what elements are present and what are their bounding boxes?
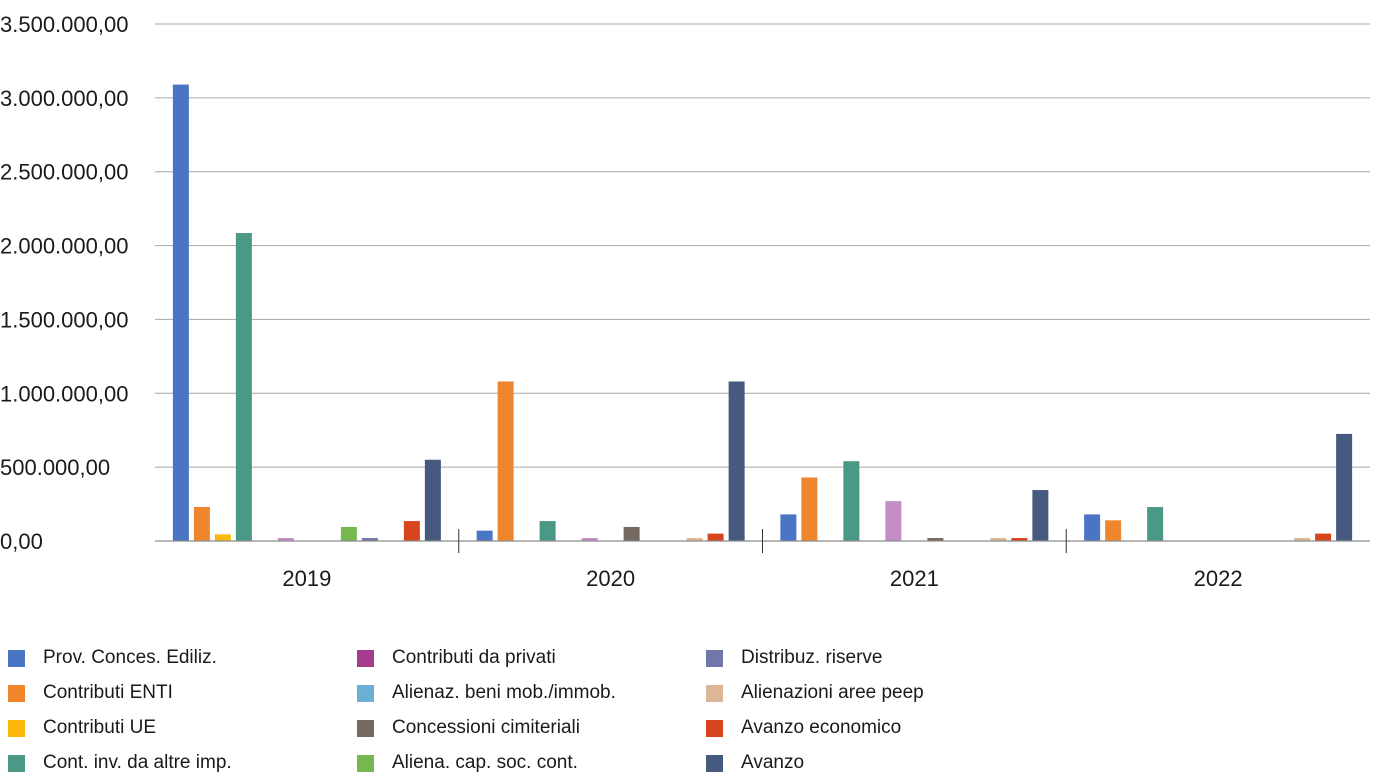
legend-item: Avanzo [706,749,804,777]
legend-swatch [8,719,25,737]
legend-swatch [357,754,374,772]
bar [1032,490,1049,541]
legend-label: Alienaz. beni mob./immob. [392,682,616,703]
bar [1084,514,1101,541]
bar [1011,538,1028,541]
bar [1105,520,1122,541]
legend-label: Contributi da privati [392,647,556,668]
bar [497,381,514,541]
legend-item: Prov. Conces. Ediliz. [8,644,217,672]
bar [990,538,1007,541]
bar [927,538,944,541]
legend-item: Contributi UE [8,714,156,742]
gridlines [155,23,1370,468]
x-axis: 2019 2020 2021 2022 [155,529,1370,591]
legend-swatch [706,649,723,667]
x-tick-label: 2021 [890,566,939,591]
bar [1336,433,1353,541]
bar [1315,533,1332,541]
legend-label: Aliena. cap. soc. cont. [392,752,578,773]
bar [686,538,703,541]
bar [1294,538,1311,541]
legend-item: Concessioni cimiteriali [357,714,580,742]
x-tick-label: 2022 [1194,566,1243,591]
legend-item: Contributi da privati [357,644,556,672]
y-tick-label: 3.000.000,00 [0,86,128,111]
y-axis-tick-labels: 0,00 500.000,00 1.000.000,00 1.500.000,00 2.… [0,12,128,554]
x-tick-label: 2019 [282,566,331,591]
y-tick-label: 3.500.000,00 [0,12,128,37]
legend-label: Avanzo economico [741,717,902,738]
legend-label: Alienazioni aree peep [741,682,924,703]
bar [539,521,556,541]
bar [843,461,860,541]
bar-chart: 0,00 500.000,00 1.000.000,00 1.500.000,00 2.… [0,12,1370,591]
legend-item: Aliena. cap. soc. cont. [357,749,578,777]
x-tick-label: 2020 [586,566,635,591]
legend-label: Distribuz. riserve [741,647,883,668]
bar [235,233,252,541]
bar [780,514,797,541]
bar [403,521,420,541]
legend-swatch [357,684,374,702]
y-tick-label: 1.500.000,00 [0,307,128,332]
y-tick-label: 1.000.000,00 [0,381,128,406]
bar [340,526,357,541]
legend-label: Contributi UE [43,717,156,738]
legend-item: Contributi ENTI [8,679,173,707]
y-tick-label: 500.000,00 [0,455,110,480]
bar [728,381,745,541]
legend-swatch [706,719,723,737]
legend-label: Prov. Conces. Ediliz. [43,647,217,668]
bars [172,84,1353,541]
legend-label: Contributi ENTI [43,682,173,703]
y-tick-label: 2.000.000,00 [0,234,128,259]
legend-item: Cont. inv. da altre imp. [8,749,232,777]
legend-item: Alienazioni aree peep [706,679,924,707]
legend-item: Distribuz. riserve [706,644,882,672]
bar [277,538,294,541]
bar [172,84,189,541]
bar [623,526,640,541]
bar [707,533,724,541]
bar [885,501,902,541]
legend-swatch [357,649,374,667]
y-tick-label: 2.500.000,00 [0,160,128,185]
legend-swatch [8,649,25,667]
legend-label: Cont. inv. da altre imp. [43,752,232,773]
y-tick-label: 0,00 [0,529,43,554]
legend-swatch [8,684,25,702]
legend-item: Alienaz. beni mob./immob. [357,679,616,707]
bar [581,538,598,541]
bar [476,530,493,541]
legend-swatch [706,754,723,772]
legend-label: Avanzo [741,752,805,773]
bar [424,459,441,541]
legend-label: Concessioni cimiteriali [392,717,580,738]
bar [801,477,818,541]
bar [193,507,210,541]
bar [214,534,231,541]
bar [361,538,378,541]
legend-swatch [706,684,723,702]
legend: Prov. Conces. Ediliz. Contributi ENTI Co… [0,632,1382,781]
legend-swatch [357,719,374,737]
legend-item: Avanzo economico [706,714,901,742]
bar [1147,507,1164,541]
legend-swatch [8,754,25,772]
